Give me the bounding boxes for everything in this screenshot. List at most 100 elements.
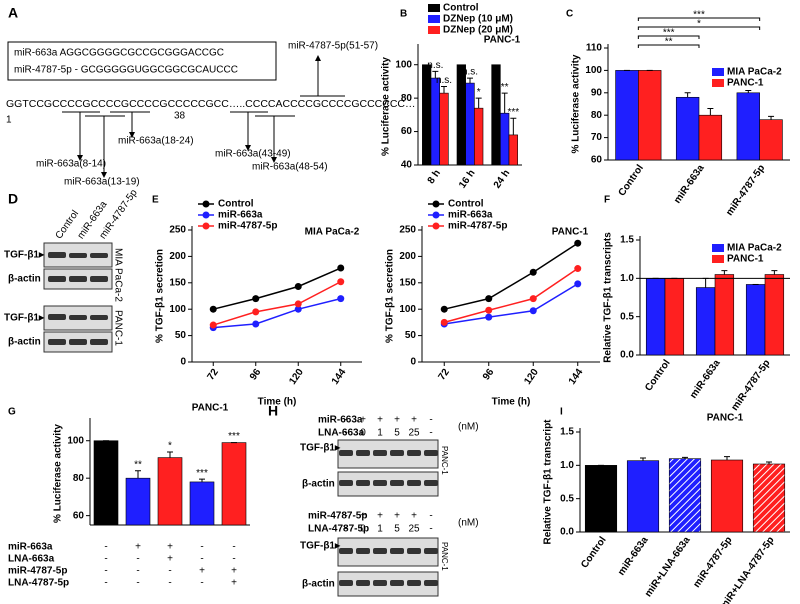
bar: [157, 457, 183, 526]
cond-cell: +: [377, 415, 383, 426]
promoter-seq: GGTCCGCCCCGCCCCGCCCCGCCCCCGCC…..CCCCACCC…: [6, 98, 416, 110]
band: [390, 548, 404, 554]
y-tick-label: 1.5: [560, 427, 574, 438]
cond-cell: +: [360, 511, 366, 522]
y-tick-label: 200: [169, 251, 186, 262]
y-tick-label: 150: [169, 277, 186, 288]
y-axis-label: % TGF-β1 secretion: [385, 249, 396, 343]
table-label: miR-4787-5p: [8, 566, 67, 577]
annotation: **: [134, 459, 142, 470]
legend-swatch: [712, 68, 724, 76]
panel-letter: C: [566, 9, 573, 20]
point: [574, 239, 582, 247]
x-tick-label: 72: [436, 367, 452, 383]
bar: [500, 112, 510, 166]
cond-cell: +: [411, 511, 417, 522]
y-tick-label: 150: [399, 277, 416, 288]
point: [337, 295, 345, 303]
y-tick-label: 100: [585, 65, 602, 76]
cond-cell: 1: [377, 428, 383, 439]
x-tick-label: miR-663a: [672, 163, 707, 206]
legend-swatch: [428, 4, 440, 12]
band-label: β-actin: [302, 579, 335, 590]
table-cell: +: [231, 578, 237, 589]
point: [574, 280, 582, 288]
table-cell: -: [168, 578, 171, 589]
table-label: LNA-663a: [8, 554, 55, 565]
bar: [759, 119, 783, 161]
annotation: ***: [196, 468, 208, 479]
legend-label: miR-663a: [218, 210, 263, 221]
y-tick-label: 100: [395, 59, 412, 70]
series-line: [444, 283, 579, 325]
y-tick-label: 60: [401, 126, 413, 137]
cond-cell: -: [429, 524, 432, 535]
series-line: [213, 281, 342, 326]
band: [407, 450, 421, 456]
point: [485, 306, 493, 314]
error-bar: [721, 270, 728, 275]
mirna-seq: miR-663a AGGCGGGGCGCCGCGGGACCGC: [14, 48, 224, 59]
band-label: β-actin: [302, 479, 335, 490]
y-tick-label: 80: [73, 473, 85, 484]
cell-label: PANC-1: [440, 446, 449, 475]
x-tick-label: 120: [287, 367, 306, 387]
table-cell: +: [135, 542, 141, 553]
bar: [695, 287, 716, 356]
annotation: *: [477, 87, 481, 98]
bar: [189, 481, 215, 526]
cond-label: miR-4787-5p: [308, 511, 367, 522]
legend-label: miR-4787-5p: [448, 221, 507, 232]
x-tick-label: miR-663a: [616, 535, 651, 578]
y-tick-label: 200: [399, 251, 416, 262]
y-tick-label: 0: [410, 357, 416, 368]
annotation: ***: [507, 107, 519, 118]
table-cell: +: [167, 554, 173, 565]
panel-letter: B: [400, 9, 407, 20]
point: [294, 300, 302, 308]
seq-position: 38: [174, 111, 186, 122]
error-bar: [441, 85, 447, 94]
y-tick-label: 40: [401, 160, 413, 171]
y-tick-label: 100: [67, 435, 84, 446]
bar: [626, 460, 660, 533]
band: [390, 450, 404, 456]
band-label: β-actin: [8, 337, 41, 348]
table-label: LNA-4787-5p: [8, 578, 69, 589]
point: [529, 268, 537, 276]
y-tick-label: 50: [175, 330, 187, 341]
x-tick-label: Control: [579, 535, 609, 571]
band: [390, 580, 404, 586]
error-bar: [745, 90, 752, 93]
x-axis-label: Time (h): [492, 397, 531, 408]
table-cell: +: [199, 566, 205, 577]
table-cell: -: [136, 566, 139, 577]
point: [337, 264, 345, 272]
cond-cell: 0: [360, 524, 366, 535]
blot: [337, 537, 439, 567]
band-label: β-actin: [8, 274, 41, 285]
legend-marker: [432, 200, 440, 208]
x-tick-label: miR-4787-5p: [724, 163, 767, 218]
point: [485, 313, 493, 321]
x-tick-label: 96: [248, 367, 264, 383]
y-tick-label: 70: [591, 132, 603, 143]
bar: [764, 274, 785, 356]
bar: [615, 70, 639, 161]
bar: [710, 459, 744, 533]
x-tick-label: 72: [205, 367, 221, 383]
annotation: n.s.: [436, 75, 452, 86]
error-bar: [475, 97, 482, 109]
x-tick-label: 144: [330, 367, 349, 387]
band: [390, 480, 404, 486]
bar: [698, 114, 723, 161]
point: [294, 282, 302, 290]
table-cell: -: [136, 578, 139, 589]
cond-cell: -: [429, 415, 432, 426]
unit-label: (nM): [458, 518, 479, 529]
table-cell: -: [136, 554, 139, 565]
legend-swatch: [428, 15, 440, 23]
chart-title: PANC-1: [707, 413, 744, 424]
annotation: ***: [228, 431, 240, 442]
legend-label: miR-663a: [448, 210, 493, 221]
